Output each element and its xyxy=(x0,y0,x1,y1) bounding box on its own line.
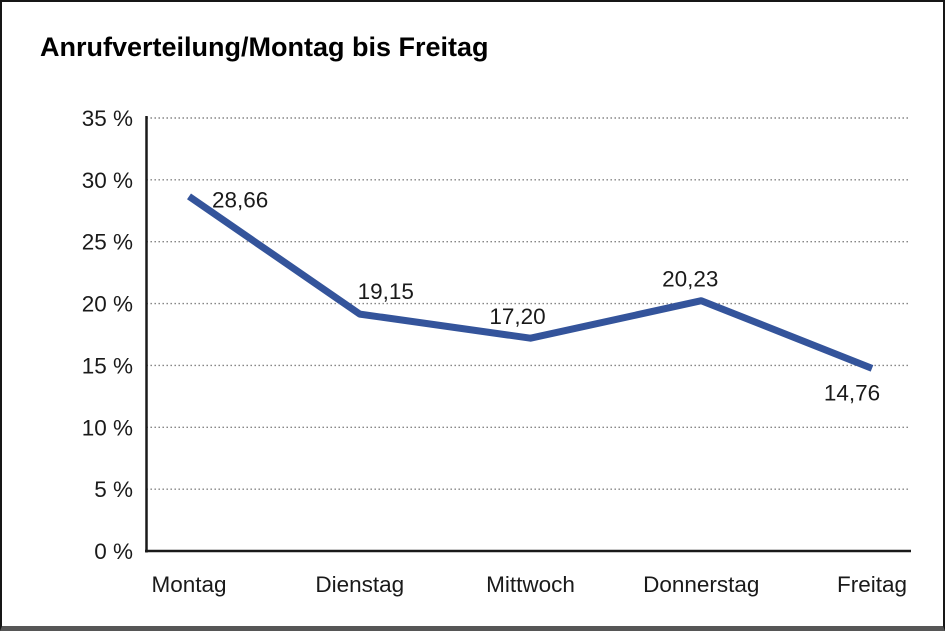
data-point-label: 17,20 xyxy=(489,304,545,329)
y-tick-label: 10 % xyxy=(82,415,133,440)
y-tick-label: 0 % xyxy=(94,539,133,564)
y-tick-label: 30 % xyxy=(82,168,133,193)
y-tick-label: 15 % xyxy=(82,353,133,378)
data-point-label: 14,76 xyxy=(824,380,880,405)
x-category-label: Montag xyxy=(151,572,226,597)
x-category-label: Mittwoch xyxy=(486,572,575,597)
y-tick-label: 25 % xyxy=(82,230,133,255)
y-tick-label: 35 % xyxy=(82,106,133,131)
y-tick-label: 5 % xyxy=(94,477,133,502)
data-series-line xyxy=(187,193,874,372)
data-point-label: 20,23 xyxy=(662,267,718,292)
chart-title: Anrufverteilung/Montag bis Freitag xyxy=(40,32,489,62)
data-point-label: 19,15 xyxy=(358,279,414,304)
x-category-label: Freitag xyxy=(837,572,907,597)
data-point-label: 28,66 xyxy=(212,187,268,212)
x-category-label: Donnerstag xyxy=(643,572,759,597)
y-tick-label: 20 % xyxy=(82,292,133,317)
x-category-label: Dienstag xyxy=(315,572,404,597)
